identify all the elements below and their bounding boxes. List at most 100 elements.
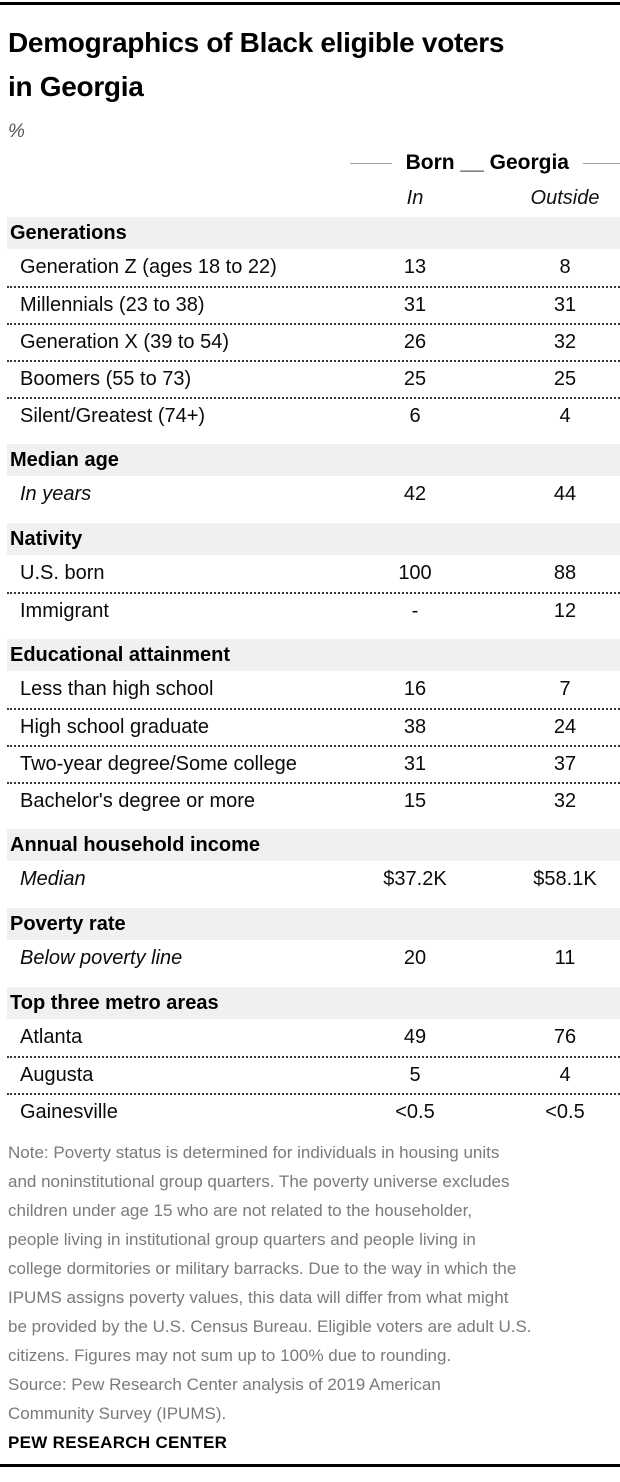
section-header: Generations bbox=[7, 217, 620, 249]
column-headers: In Outside bbox=[7, 185, 620, 211]
value-in: 31 bbox=[403, 753, 427, 775]
table-row: Millennials (23 to 38) 31 31 bbox=[7, 286, 620, 323]
value-in: 38 bbox=[403, 716, 427, 738]
value-outside: 4 bbox=[559, 405, 571, 427]
value-outside: 76 bbox=[553, 1026, 577, 1048]
row-label: Below poverty line bbox=[20, 947, 183, 969]
row-label: Silent/Greatest (74+) bbox=[20, 405, 206, 427]
table-row: Median $37.2K $58.1K bbox=[7, 861, 620, 898]
value-outside: 12 bbox=[553, 600, 577, 622]
value-in: - bbox=[411, 600, 419, 622]
note-line: people living in institutional group qua… bbox=[8, 1230, 476, 1249]
page-title-line-1: Demographics of Black eligible voters bbox=[8, 27, 505, 58]
note-line: IPUMS assigns poverty values, this data … bbox=[8, 1288, 509, 1307]
value-in: 15 bbox=[403, 790, 427, 812]
section-income: Annual household income Median $37.2K $5… bbox=[7, 829, 620, 898]
row-label: Generation Z (ages 18 to 22) bbox=[20, 256, 277, 278]
value-outside: 25 bbox=[553, 368, 577, 390]
demographics-table: Generations Generation Z (ages 18 to 22)… bbox=[7, 217, 620, 1130]
row-label: In years bbox=[20, 483, 92, 505]
table-row: Generation X (39 to 54) 26 32 bbox=[7, 323, 620, 360]
row-label: U.S. born bbox=[20, 562, 105, 584]
value-in: 49 bbox=[403, 1026, 427, 1048]
table-header: Born __ Georgia In Outside Generations G… bbox=[7, 151, 620, 1130]
section-generations: Generations Generation Z (ages 18 to 22)… bbox=[7, 217, 620, 434]
column-group-header: Born __ Georgia bbox=[7, 151, 620, 175]
value-in: 13 bbox=[403, 256, 427, 278]
value-outside: 32 bbox=[553, 331, 577, 353]
row-label: Boomers (55 to 73) bbox=[20, 368, 192, 390]
section-header: Poverty rate bbox=[7, 908, 620, 940]
unit-label: % bbox=[8, 121, 25, 142]
column-header-in: In bbox=[406, 186, 424, 209]
section-header: Nativity bbox=[7, 523, 620, 555]
table-row: In years 42 44 bbox=[7, 476, 620, 513]
table-row: Immigrant - 12 bbox=[7, 592, 620, 629]
section-header: Median age bbox=[7, 444, 620, 476]
source-line: Source: Pew Research Center analysis of … bbox=[8, 1375, 441, 1394]
value-in: 42 bbox=[403, 483, 427, 505]
value-outside: $58.1K bbox=[533, 868, 597, 890]
table-row: U.S. born 100 88 bbox=[7, 555, 620, 592]
table-row: Augusta 5 4 bbox=[7, 1056, 620, 1093]
brand-wordmark: PEW RESEARCH CENTER bbox=[8, 1433, 228, 1452]
row-label: Median bbox=[20, 868, 86, 890]
section-header: Top three metro areas bbox=[7, 987, 620, 1019]
note-line: college dormitories or military barracks… bbox=[8, 1259, 517, 1278]
table-row: Gainesville <0.5 <0.5 bbox=[7, 1093, 620, 1130]
table-row: Two-year degree/Some college 31 37 bbox=[7, 745, 620, 782]
row-label: High school graduate bbox=[20, 716, 210, 738]
table-row: Bachelor's degree or more 15 32 bbox=[7, 782, 620, 819]
value-outside: 88 bbox=[553, 562, 577, 584]
source-text: Source: Pew Research Center analysis of … bbox=[8, 1370, 612, 1428]
value-in: 5 bbox=[409, 1064, 421, 1086]
value-in: 6 bbox=[409, 405, 421, 427]
note-line: citizens. Figures may not sum up to 100%… bbox=[8, 1346, 452, 1365]
table-row: High school graduate 38 24 bbox=[7, 708, 620, 745]
footer: Note: Poverty status is determined for i… bbox=[8, 1138, 612, 1452]
column-group-label: Born __ Georgia bbox=[405, 151, 569, 174]
section-header: Educational attainment bbox=[7, 639, 620, 671]
row-label: Atlanta bbox=[20, 1026, 83, 1048]
note-text: Note: Poverty status is determined for i… bbox=[8, 1138, 612, 1370]
row-label: Generation X (39 to 54) bbox=[20, 331, 230, 353]
section-poverty: Poverty rate Below poverty line 20 11 bbox=[7, 908, 620, 977]
table-row: Atlanta 49 76 bbox=[7, 1019, 620, 1056]
row-label: Less than high school bbox=[20, 678, 214, 700]
value-in: $37.2K bbox=[383, 868, 447, 890]
top-rule bbox=[0, 2, 620, 5]
section-nativity: Nativity U.S. born 100 88 Immigrant - 12 bbox=[7, 523, 620, 629]
value-in: 25 bbox=[403, 368, 427, 390]
value-outside: 44 bbox=[553, 483, 577, 505]
section-metro-areas: Top three metro areas Atlanta 49 76 Augu… bbox=[7, 987, 620, 1130]
note-line: children under age 15 who are not relate… bbox=[8, 1201, 473, 1220]
note-line: and noninstitutional group quarters. The… bbox=[8, 1172, 510, 1191]
value-outside: 8 bbox=[559, 256, 571, 278]
table-row: Generation Z (ages 18 to 22) 13 8 bbox=[7, 249, 620, 286]
decorative-line-left bbox=[349, 162, 392, 164]
page-title: Demographics of Black eligible voters in … bbox=[8, 21, 612, 109]
value-outside: 4 bbox=[559, 1064, 571, 1086]
row-label: Immigrant bbox=[20, 600, 109, 622]
row-label: Augusta bbox=[20, 1064, 94, 1086]
value-in: 100 bbox=[398, 562, 432, 584]
note-line: Note: Poverty status is determined for i… bbox=[8, 1143, 500, 1162]
table-row: Below poverty line 20 11 bbox=[7, 940, 620, 977]
section-education: Educational attainment Less than high sc… bbox=[7, 639, 620, 819]
value-in: 16 bbox=[403, 678, 427, 700]
value-outside: <0.5 bbox=[545, 1101, 585, 1123]
table-row: Silent/Greatest (74+) 6 4 bbox=[7, 397, 620, 434]
value-outside: 24 bbox=[553, 716, 577, 738]
value-in: 20 bbox=[403, 947, 427, 969]
section-header: Annual household income bbox=[7, 829, 620, 861]
row-label: Gainesville bbox=[20, 1101, 118, 1123]
value-outside: 11 bbox=[554, 947, 576, 969]
value-in: 31 bbox=[403, 294, 427, 316]
column-header-outside: Outside bbox=[530, 186, 600, 209]
value-in: 26 bbox=[403, 331, 427, 353]
value-outside: 31 bbox=[553, 294, 577, 316]
note-line: be provided by the U.S. Census Bureau. E… bbox=[8, 1317, 532, 1336]
page-title-line-2: in Georgia bbox=[8, 71, 144, 102]
decorative-line-right bbox=[583, 162, 620, 164]
value-outside: 7 bbox=[559, 678, 571, 700]
